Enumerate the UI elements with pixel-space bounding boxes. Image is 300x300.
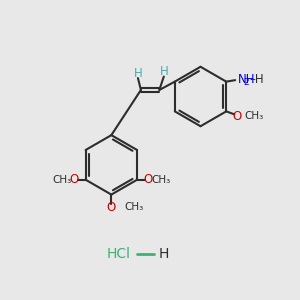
Text: O: O: [144, 173, 153, 186]
Text: O: O: [70, 173, 79, 186]
Text: O: O: [232, 110, 242, 123]
Text: 2: 2: [243, 78, 249, 87]
Text: H: H: [134, 67, 142, 80]
Text: H: H: [158, 247, 169, 261]
Text: CH₃: CH₃: [244, 111, 263, 122]
Text: HCl: HCl: [107, 247, 131, 261]
Text: CH₃: CH₃: [151, 175, 170, 185]
Text: CH₃: CH₃: [52, 175, 71, 185]
Text: H: H: [159, 65, 168, 78]
Text: CH₃: CH₃: [124, 202, 143, 212]
Text: –H: –H: [249, 73, 264, 86]
Text: NH: NH: [238, 73, 256, 86]
Text: O: O: [107, 201, 116, 214]
